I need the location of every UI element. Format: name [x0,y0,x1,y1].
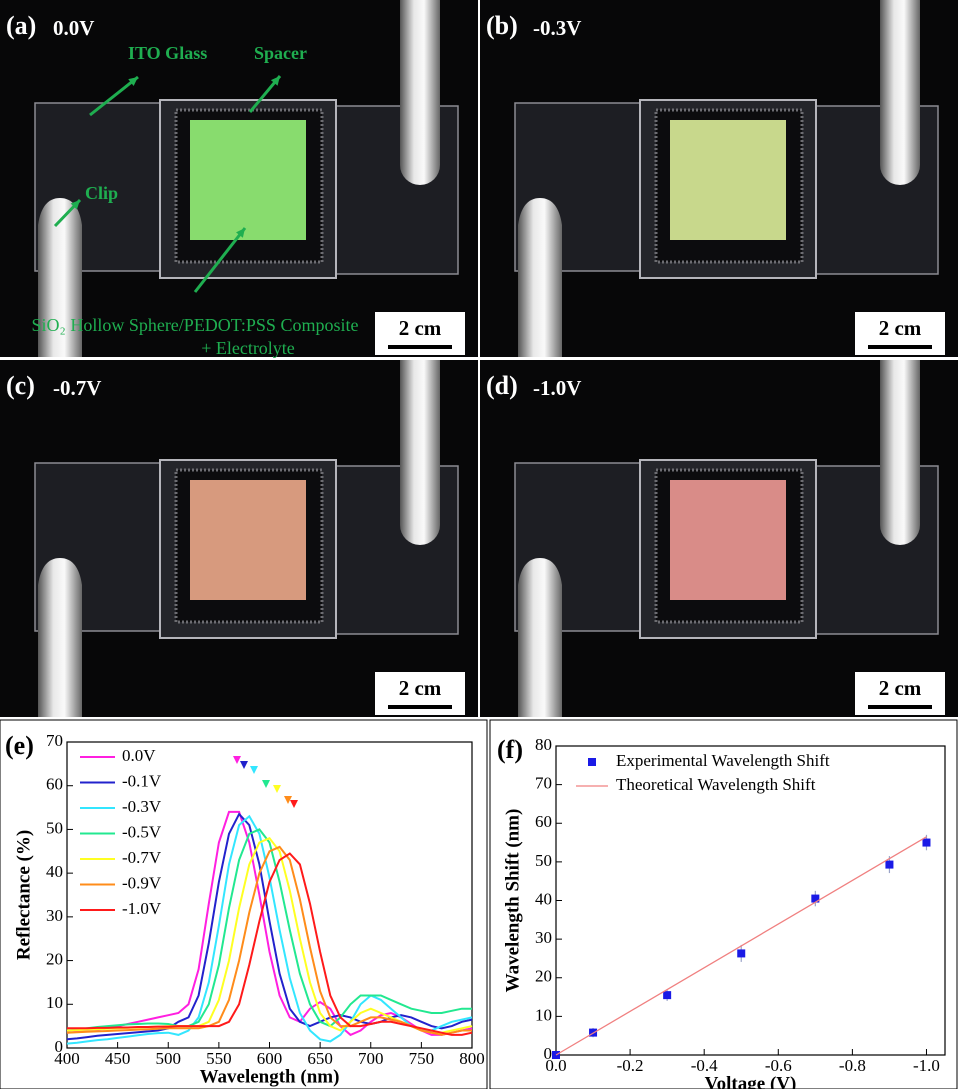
x-axis-title: Wavelength (nm) [200,1066,340,1087]
y-tick-label: 0 [544,1044,553,1063]
y-tick-label: 50 [46,818,63,837]
y-tick-label: 70 [46,731,63,750]
annotation: Spacer [254,43,307,63]
panel-label: (b) [486,11,518,40]
y-tick-label: 80 [535,735,552,754]
legend-swatch [588,758,596,766]
x-tick-label: 800 [459,1049,485,1068]
annotation: SiO₂ Hollow Sphere/PEDOT:PSS Composite [32,315,359,335]
x-tick-label: -0.2 [617,1056,644,1075]
y-tick-label: 60 [46,775,63,794]
scale-label: 2 cm [879,676,922,700]
y-tick-label: 20 [535,967,552,986]
x-axis-title: Voltage (V) [705,1073,797,1089]
x-tick-label: 650 [307,1049,333,1068]
panel-label: (f) [497,735,523,764]
x-tick-label: -0.6 [765,1056,792,1075]
voltage-label: -0.3V [533,16,581,40]
clip [38,558,82,717]
voltage-label: -0.7V [53,376,101,400]
photo-panel: (d) -1.0V 2 cm [480,360,958,717]
clip [518,198,562,357]
data-point [922,839,930,847]
y-tick-label: 10 [535,1005,552,1024]
data-point [737,949,745,957]
photonic-film [670,480,786,600]
panel-label: (d) [486,371,518,400]
x-tick-label: 550 [206,1049,232,1068]
legend-label: -1.0V [122,899,162,918]
x-tick-label: 700 [358,1049,384,1068]
y-tick-label: 30 [46,906,63,925]
panel-label: (e) [5,731,34,760]
y-tick-label: 10 [46,993,63,1012]
panel-label: (c) [6,371,35,400]
photonic-film [670,120,786,240]
photo-panel: (a) 0.0V 2 cm ITO Glass Spacer Clip SiO₂ Hollo… [0,0,478,358]
y-tick-label: 60 [535,812,552,831]
x-tick-label: -0.4 [691,1056,718,1075]
voltage-label: 0.0V [53,16,94,40]
x-tick-label: 750 [409,1049,435,1068]
y-tick-label: 40 [46,862,63,881]
legend-label: -0.3V [122,797,162,816]
panel-frame [0,720,487,1089]
legend-label: 0.0V [122,746,156,765]
pin [400,0,440,185]
y-tick-label: 50 [535,851,552,870]
photonic-film [190,120,306,240]
y-tick-label: 20 [46,949,63,968]
annotation: + Electrolyte [201,338,295,358]
figure: (a) 0.0V 2 cm ITO Glass Spacer Clip SiO₂ Hollo… [0,0,958,1089]
scale-label: 2 cm [399,316,442,340]
x-tick-label: 500 [156,1049,182,1068]
pin [400,360,440,545]
y-axis-title: Reflectance (%) [13,830,34,960]
page: { "panels": [ {"label": "(a)", "voltage"… [0,0,958,1089]
annotation: ITO Glass [128,43,207,63]
voltage-label: -1.0V [533,376,581,400]
scale-label: 2 cm [399,676,442,700]
photonic-film [190,480,306,600]
data-point [885,861,893,869]
pin [880,0,920,185]
legend-label: -0.1V [122,771,162,790]
photo-panel: (c) -0.7V 2 cm [0,360,478,717]
x-tick-label: 450 [105,1049,131,1068]
x-tick-label: 600 [257,1049,283,1068]
pin [880,360,920,545]
data-point [663,991,671,999]
legend-label: Experimental Wavelength Shift [616,751,830,770]
x-tick-label: -1.0 [913,1056,940,1075]
legend-label: -0.5V [122,822,162,841]
legend-label: -0.9V [122,873,162,892]
clip [518,558,562,717]
legend-label: -0.7V [122,848,162,867]
y-tick-label: 40 [535,889,552,908]
photo-panel: (b) -0.3V 2 cm [480,0,958,357]
annotation: Clip [85,183,118,203]
y-tick-label: 30 [535,928,552,947]
y-axis-title: Wavelength Shift (nm) [502,809,523,993]
scale-label: 2 cm [879,316,922,340]
legend-label: Theoretical Wavelength Shift [616,775,816,794]
panel-label: (a) [6,11,36,40]
y-tick-label: 0 [55,1037,64,1056]
x-tick-label: -0.8 [839,1056,866,1075]
y-tick-label: 70 [535,774,552,793]
